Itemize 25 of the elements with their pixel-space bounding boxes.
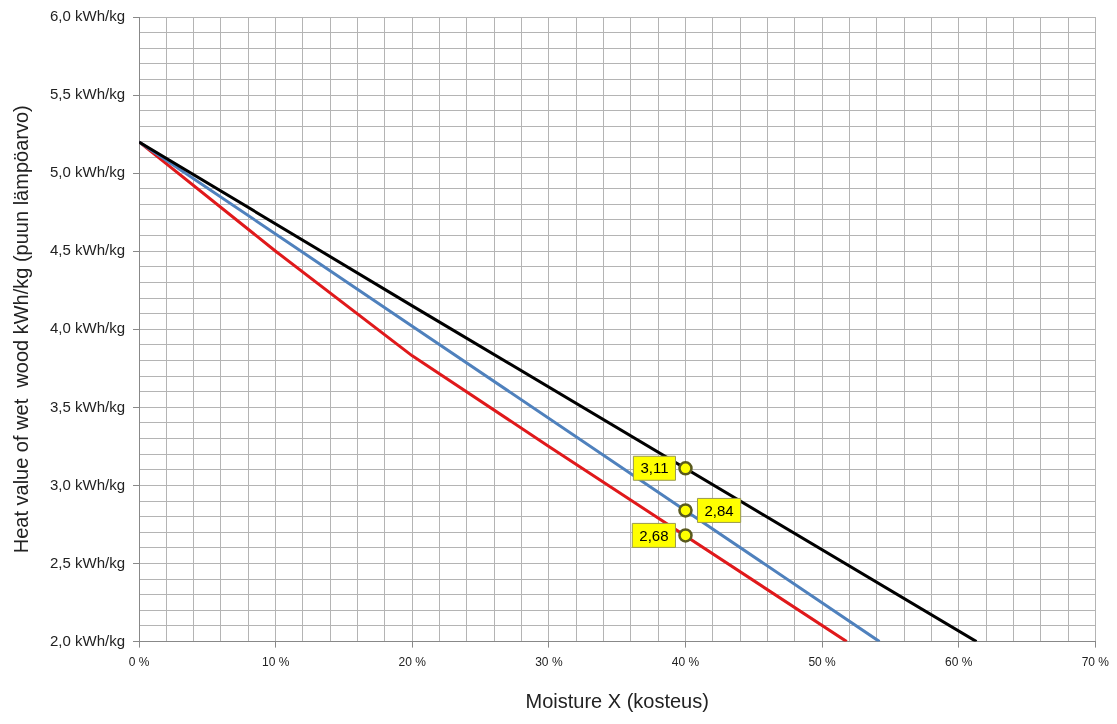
x-tick-label: 60 % (945, 655, 973, 670)
x-tick-label: 0 % (128, 655, 150, 670)
y-tick-label: 4,5 kWh/kg (50, 241, 126, 259)
y-axis-title: Heat value of wet wood kWh/kg (puun lämpöarvo) (9, 105, 32, 554)
x-tick-label: 30 % (535, 655, 563, 670)
point (678, 461, 693, 476)
x-tick-label: 70 % (1081, 655, 1110, 670)
data-label: 2,68 (639, 526, 669, 544)
y-tick-label: 2,5 kWh/kg (50, 553, 126, 571)
point (678, 528, 693, 543)
y-tick-label: 6,0 kWh/kg (50, 7, 126, 25)
x-tick-label: 50 % (808, 655, 837, 670)
y-tick-label: 3,0 kWh/kg (50, 475, 126, 493)
y-tick-label: 5,5 kWh/kg (50, 85, 126, 103)
data-label: 2,84 (704, 501, 734, 519)
y-tick-label: 2,0 kWh/kg (50, 631, 126, 649)
data-label: 3,11 (640, 459, 669, 477)
x-tick-label: 10 % (261, 655, 290, 670)
x-axis-title: Moisture X (kosteus) (525, 689, 709, 712)
y-tick-label: 3,5 kWh/kg (50, 397, 126, 415)
y-tick-label: 5,0 kWh/kg (50, 163, 126, 181)
y-tick-label: 4,0 kWh/kg (50, 319, 126, 337)
x-tick-label: 40 % (671, 655, 700, 670)
x-tick-label: 20 % (398, 655, 427, 670)
point (678, 503, 693, 518)
